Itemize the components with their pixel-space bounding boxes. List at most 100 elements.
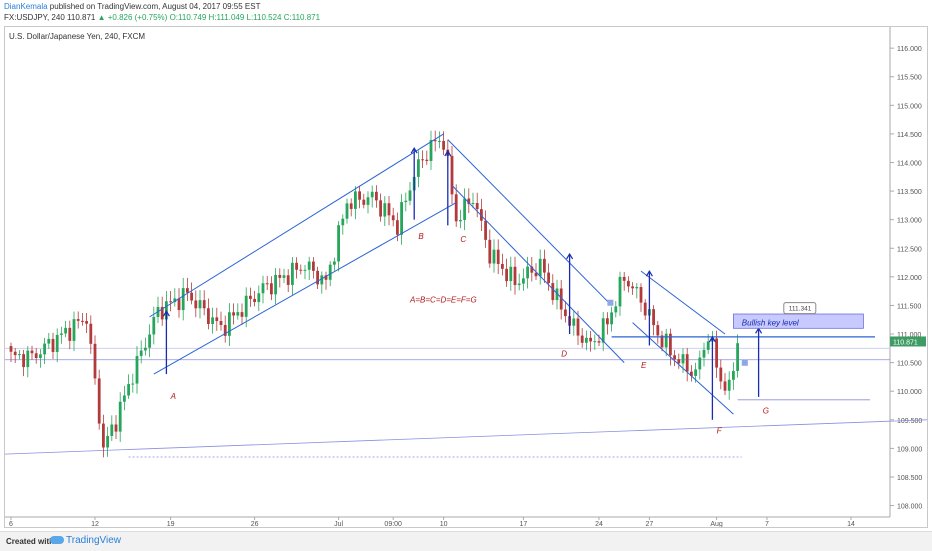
- candle-body: [425, 160, 428, 161]
- candle-body: [35, 353, 38, 358]
- author-link[interactable]: DianKemala: [4, 2, 48, 11]
- candle-body: [60, 333, 63, 334]
- candle-body: [245, 296, 248, 317]
- last-price: 110.871: [67, 13, 95, 22]
- candle-body: [312, 262, 315, 271]
- candle-body: [350, 203, 353, 209]
- channel-line: [452, 185, 624, 362]
- y-tick-label: 116.000: [897, 46, 922, 53]
- ohlc-line: FX:USDJPY, 240 110.871 ▲ +0.826 (+0.75%)…: [4, 13, 320, 22]
- candle-body: [152, 317, 155, 335]
- candle-body: [39, 354, 42, 358]
- candle-body: [291, 263, 294, 285]
- candle-body: [539, 259, 542, 276]
- candle-body: [43, 344, 46, 355]
- formula-annotation: A=B=C=D=E=F=G: [409, 296, 477, 305]
- price-change: ▲ +0.826 (+0.75%): [98, 13, 168, 22]
- candle-body: [236, 312, 239, 315]
- candle-body: [341, 219, 344, 226]
- candle-body: [715, 338, 718, 367]
- tradingview-brand: TradingView: [66, 535, 121, 546]
- candle-body: [278, 275, 281, 278]
- candle-body: [56, 335, 59, 352]
- candle-body: [572, 318, 575, 325]
- candle-body: [31, 351, 34, 354]
- candle-body: [274, 275, 277, 294]
- price-marker-label: 111.341: [789, 306, 812, 313]
- y-tick-label: 112.500: [897, 246, 922, 253]
- candle-body: [358, 191, 361, 199]
- candle-body: [304, 270, 307, 271]
- candle-body: [371, 192, 374, 197]
- publish-line: DianKemala published on TradingView.com,…: [4, 2, 260, 11]
- last-price-label: 110.871: [893, 339, 918, 346]
- candle-body: [211, 317, 214, 324]
- candle-body: [686, 354, 689, 371]
- x-tick-label: 19: [167, 521, 175, 527]
- candle-body: [682, 354, 685, 363]
- candle-body: [619, 277, 622, 306]
- candle-body: [631, 286, 634, 288]
- candle-body: [308, 262, 311, 270]
- candle-body: [140, 350, 143, 356]
- candle-body: [484, 221, 487, 240]
- candle-body: [333, 261, 336, 264]
- candle-body: [451, 156, 454, 194]
- candle-body: [719, 368, 722, 382]
- candle-body: [472, 203, 475, 204]
- candle-body: [182, 288, 185, 310]
- candle-body: [362, 200, 365, 205]
- candle-body: [346, 203, 349, 218]
- key-level-label: Bullish key level: [742, 318, 799, 327]
- candle-body: [707, 341, 710, 349]
- drag-handle: [607, 300, 613, 306]
- point-label: C: [460, 235, 466, 244]
- candle-body: [110, 424, 113, 435]
- candle-body: [635, 287, 638, 288]
- candle-body: [241, 312, 244, 317]
- candle-body: [652, 309, 655, 325]
- candle-body: [207, 308, 210, 324]
- candle-body: [396, 220, 399, 234]
- candle-body: [249, 296, 252, 299]
- candle-body: [262, 283, 265, 293]
- point-label: E: [641, 361, 647, 370]
- candle-body: [68, 328, 71, 341]
- candle-body: [81, 321, 84, 322]
- point-label: G: [763, 407, 769, 416]
- candle-body: [476, 203, 479, 209]
- candle-body: [194, 300, 197, 308]
- long-trend-line: [5, 420, 927, 454]
- candle-body: [736, 343, 739, 371]
- point-label: A: [170, 392, 176, 401]
- candle-body: [316, 271, 319, 285]
- candle-body: [497, 250, 500, 264]
- candle-body: [18, 354, 21, 355]
- y-tick-label: 113.500: [897, 189, 922, 196]
- candle-body: [547, 273, 550, 284]
- y-tick-label: 110.000: [897, 389, 922, 396]
- candle-body: [728, 380, 731, 391]
- candle-body: [199, 300, 202, 308]
- candlestick-chart[interactable]: 116.000 115.500 115.000 114.500 114.000 113.5…: [5, 27, 927, 527]
- candle-body: [640, 287, 643, 303]
- candle-body: [463, 199, 466, 220]
- candle-body: [220, 321, 223, 325]
- candle-body: [232, 312, 235, 315]
- candle-body: [581, 336, 584, 343]
- candle-body: [404, 201, 407, 202]
- y-tick-label: 108.000: [897, 504, 922, 511]
- candle-body: [136, 356, 139, 384]
- candle-body: [64, 328, 67, 334]
- candle-body: [509, 267, 512, 281]
- candle-body: [127, 384, 130, 395]
- candle-body: [421, 159, 424, 160]
- candle-body: [614, 306, 617, 312]
- chart-pane[interactable]: 116.000 115.500 115.000 114.500 114.000 113.5…: [4, 26, 928, 528]
- candle-body: [598, 341, 601, 342]
- tradingview-link[interactable]: TradingView: [50, 535, 121, 546]
- candle-body: [698, 358, 701, 370]
- chart-header: DianKemala published on TradingView.com,…: [0, 0, 932, 24]
- candle-body: [77, 319, 80, 321]
- candle-body: [367, 197, 370, 205]
